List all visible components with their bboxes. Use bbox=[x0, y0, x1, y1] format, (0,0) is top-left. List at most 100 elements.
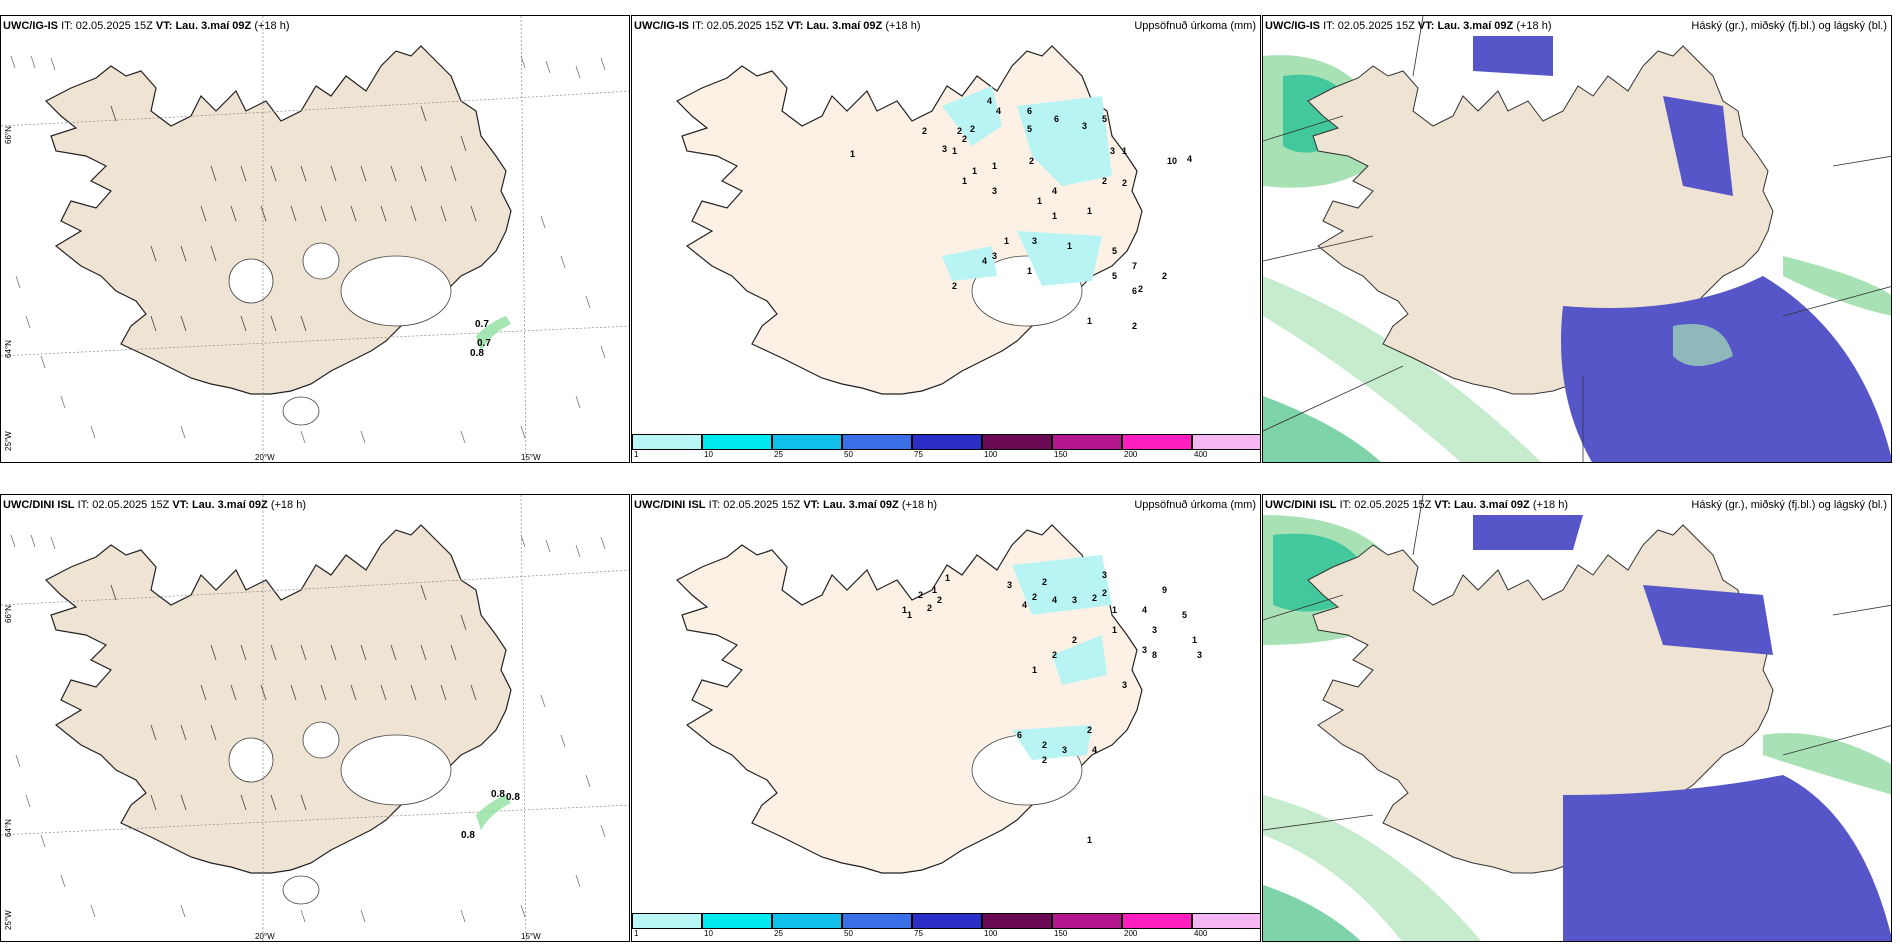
precip-value-label: 2 bbox=[937, 595, 943, 605]
it-prefix: IT: bbox=[1323, 20, 1335, 32]
cloud-panel-row2: UWC/DINI ISL IT: 02.05.2025 15Z VT: Lau.… bbox=[1262, 494, 1892, 942]
precip-value-label: 1 bbox=[1052, 211, 1058, 221]
gust-label: 0.7 bbox=[475, 319, 489, 330]
precip-value-label: 1 bbox=[1027, 266, 1033, 276]
precip-value-label: 4 bbox=[996, 106, 1002, 116]
vt-prefix: VT: bbox=[155, 20, 173, 32]
colorbar-tick: 50 bbox=[844, 929, 853, 938]
precip-value-label: 2 bbox=[1087, 725, 1093, 735]
model-name: UWC/DINI ISL bbox=[3, 499, 75, 511]
lead-time: (+18 h) bbox=[270, 499, 306, 511]
colorbar-segment bbox=[842, 434, 912, 450]
precip-value-label: 4 bbox=[1187, 154, 1193, 164]
precip-value-label: 4 bbox=[1052, 186, 1058, 196]
model-name: UWC/DINI ISL bbox=[1265, 499, 1337, 511]
it-prefix: IT: bbox=[692, 20, 704, 32]
precip-value-label: 4 bbox=[1142, 605, 1148, 615]
lon-label-15: 15°W bbox=[521, 453, 541, 462]
cloud-panel-row1: UWC/IG-IS IT: 02.05.2025 15Z VT: Lau. 3.… bbox=[1262, 15, 1892, 463]
precip-map-row2 bbox=[632, 495, 1261, 942]
precip-value-label: 2 bbox=[962, 134, 968, 144]
colorbar-tick: 25 bbox=[774, 929, 783, 938]
precip-value-label: 4 bbox=[1052, 595, 1058, 605]
precip-value-label: 2 bbox=[1162, 271, 1168, 281]
colorbar-segment bbox=[912, 434, 982, 450]
colorbar-segment bbox=[912, 913, 982, 929]
precip-value-label: 1 bbox=[850, 149, 856, 159]
colorbar-tick: 200 bbox=[1124, 929, 1138, 938]
colorbar-segment bbox=[1122, 434, 1192, 450]
precip-value-label: 1 bbox=[1112, 625, 1118, 635]
precip-value-label: 1 bbox=[1004, 236, 1010, 246]
precip-value-label: 2 bbox=[1052, 650, 1058, 660]
precip-value-label: 4 bbox=[1022, 600, 1028, 610]
precip-value-label: 6 bbox=[1017, 730, 1023, 740]
colorbar-segment bbox=[1052, 913, 1122, 929]
colorbar-tick: 1 bbox=[634, 450, 639, 459]
it-prefix: IT: bbox=[708, 499, 721, 511]
colorbar-tick: 25 bbox=[774, 450, 783, 459]
precip-value-label: 5 bbox=[1027, 124, 1033, 134]
it-value: 02.05.2025 15Z bbox=[706, 20, 784, 32]
wind-map-row1 bbox=[1, 16, 630, 463]
lead-time: (+18 h) bbox=[885, 20, 921, 32]
it-prefix: IT: bbox=[1339, 499, 1352, 511]
precip-value-label: 2 bbox=[927, 603, 933, 613]
cloud-header-row1: UWC/IG-IS IT: 02.05.2025 15Z VT: Lau. 3.… bbox=[1265, 20, 1552, 32]
colorbar-segment bbox=[772, 434, 842, 450]
colorbar-segment bbox=[1192, 434, 1260, 450]
precip-value-label: 2 bbox=[1102, 588, 1108, 598]
precip-panel-row2: UWC/DINI ISL IT: 02.05.2025 15Z VT: Lau.… bbox=[631, 494, 1261, 942]
lon-label-25: 25°W bbox=[4, 910, 13, 930]
gust-label: 0.8 bbox=[470, 348, 484, 359]
lat-label-66: 66°N bbox=[4, 605, 13, 623]
colorbar-segment bbox=[702, 913, 772, 929]
colorbar-tick: 400 bbox=[1194, 450, 1208, 459]
precip-value-label: 3 bbox=[1197, 650, 1203, 660]
precip-value-label: 5 bbox=[1102, 114, 1108, 124]
colorbar-tick: 200 bbox=[1124, 450, 1138, 459]
cloud-map-row2 bbox=[1263, 495, 1892, 942]
colorbar-tick: 50 bbox=[844, 450, 853, 459]
it-value: 02.05.2025 15Z bbox=[723, 499, 801, 511]
precip-value-label: 2 bbox=[1042, 577, 1048, 587]
it-value: 02.05.2025 15Z bbox=[92, 499, 170, 511]
lat-label-64: 64°N bbox=[4, 819, 13, 837]
model-name: UWC/DINI ISL bbox=[634, 499, 706, 511]
precip-value-label: 2 bbox=[922, 126, 928, 136]
cloud-title: Háský (gr.), miðský (fj.bl.) og lágský (… bbox=[1691, 499, 1887, 511]
vt-prefix: VT: bbox=[172, 499, 189, 511]
lead-time: (+18 h) bbox=[1532, 499, 1568, 511]
precip-value-label: 2 bbox=[957, 126, 963, 136]
precip-value-label: 1 bbox=[1087, 316, 1093, 326]
precip-header-row1: UWC/IG-IS IT: 02.05.2025 15Z VT: Lau. 3.… bbox=[634, 20, 921, 32]
gust-label: 0.8 bbox=[506, 792, 520, 803]
vt-value: Lau. 3.maí 09Z bbox=[1453, 499, 1530, 511]
colorbar-tick: 75 bbox=[914, 450, 923, 459]
precip-value-label: 1 bbox=[992, 161, 998, 171]
precip-value-label: 2 bbox=[1042, 755, 1048, 765]
model-name: UWC/IG-IS bbox=[634, 20, 689, 32]
precip-value-label: 1 bbox=[932, 585, 938, 595]
precip-value-label: 3 bbox=[1102, 570, 1108, 580]
lead-time: (+18 h) bbox=[901, 499, 937, 511]
precip-value-label: 2 bbox=[952, 281, 958, 291]
cloud-title: Háský (gr.), miðský (fj.bl.) og lágský (… bbox=[1691, 20, 1887, 32]
precip-value-label: 3 bbox=[1072, 595, 1078, 605]
colorbar-row1: 1 10 25 50 75 100 150 200 400 bbox=[632, 434, 1260, 462]
lon-label-15: 15°W bbox=[521, 932, 541, 941]
it-value: 02.05.2025 15Z bbox=[1337, 20, 1415, 32]
lon-label-20: 20°W bbox=[255, 453, 275, 462]
colorbar-segment bbox=[1122, 913, 1192, 929]
wind-header-row1: UWC/IG-IS IT: 02.05.2025 15Z VT: Lau. 3.… bbox=[3, 20, 290, 32]
lon-label-25: 25°W bbox=[4, 431, 13, 451]
colorbar-segment bbox=[632, 434, 702, 450]
vt-value: Lau. 3.maí 09Z bbox=[175, 20, 252, 32]
vt-value: Lau. 3.maí 09Z bbox=[806, 20, 883, 32]
precip-value-label: 6 bbox=[1054, 114, 1060, 124]
precip-value-label: 4 bbox=[982, 256, 988, 266]
precip-value-label: 1 bbox=[972, 166, 978, 176]
wind-header-row2: UWC/DINI ISL IT: 02.05.2025 15Z VT: Lau.… bbox=[3, 499, 306, 511]
precip-value-label: 1 bbox=[962, 176, 968, 186]
precip-value-label: 2 bbox=[918, 590, 924, 600]
